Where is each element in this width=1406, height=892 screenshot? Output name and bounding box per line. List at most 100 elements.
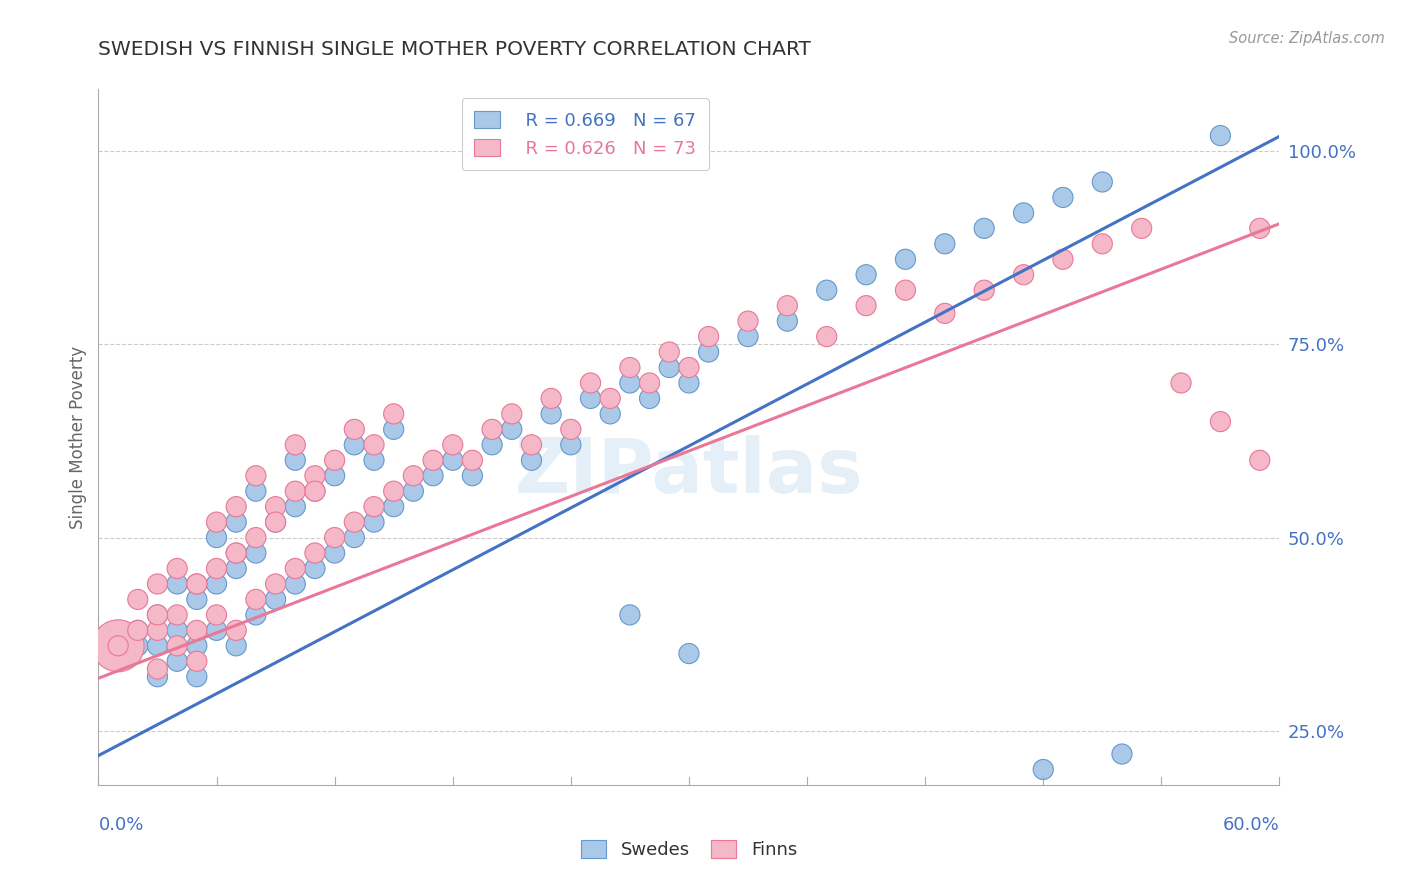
- Point: [1130, 221, 1153, 235]
- Point: [166, 577, 188, 591]
- Point: [264, 577, 287, 591]
- Point: [245, 592, 267, 607]
- Point: [186, 639, 208, 653]
- Point: [638, 392, 661, 406]
- Point: [520, 438, 543, 452]
- Point: [894, 283, 917, 297]
- Point: [205, 531, 228, 545]
- Point: [205, 607, 228, 622]
- Point: [678, 360, 700, 375]
- Point: [697, 329, 720, 343]
- Point: [225, 624, 247, 638]
- Point: [146, 624, 169, 638]
- Point: [481, 422, 503, 436]
- Point: [1091, 175, 1114, 189]
- Point: [245, 468, 267, 483]
- Point: [225, 515, 247, 529]
- Point: [304, 468, 326, 483]
- Point: [343, 531, 366, 545]
- Point: [284, 453, 307, 467]
- Point: [186, 654, 208, 668]
- Point: [323, 468, 346, 483]
- Point: [461, 453, 484, 467]
- Point: [166, 624, 188, 638]
- Point: [815, 329, 838, 343]
- Point: [146, 607, 169, 622]
- Point: [186, 577, 208, 591]
- Point: [343, 422, 366, 436]
- Point: [225, 561, 247, 575]
- Point: [264, 500, 287, 514]
- Point: [225, 546, 247, 560]
- Point: [560, 422, 582, 436]
- Point: [815, 283, 838, 297]
- Point: [323, 546, 346, 560]
- Point: [776, 299, 799, 313]
- Text: 0.0%: 0.0%: [98, 815, 143, 833]
- Point: [678, 376, 700, 390]
- Point: [323, 531, 346, 545]
- Point: [146, 607, 169, 622]
- Point: [855, 268, 877, 282]
- Point: [1249, 453, 1271, 467]
- Point: [501, 422, 523, 436]
- Point: [127, 624, 149, 638]
- Point: [382, 422, 405, 436]
- Point: [107, 639, 129, 653]
- Point: [520, 453, 543, 467]
- Point: [934, 236, 956, 251]
- Point: [737, 314, 759, 328]
- Point: [205, 624, 228, 638]
- Point: [1052, 252, 1074, 267]
- Point: [973, 221, 995, 235]
- Point: [284, 500, 307, 514]
- Text: ZIPatlas: ZIPatlas: [515, 435, 863, 508]
- Point: [225, 639, 247, 653]
- Point: [1012, 206, 1035, 220]
- Point: [619, 376, 641, 390]
- Point: [363, 500, 385, 514]
- Legend: Swedes, Finns: Swedes, Finns: [574, 833, 804, 866]
- Point: [855, 299, 877, 313]
- Point: [264, 515, 287, 529]
- Point: [304, 546, 326, 560]
- Point: [776, 314, 799, 328]
- Point: [1052, 190, 1074, 204]
- Point: [461, 468, 484, 483]
- Point: [186, 577, 208, 591]
- Point: [619, 607, 641, 622]
- Point: [737, 329, 759, 343]
- Point: [363, 453, 385, 467]
- Point: [540, 407, 562, 421]
- Point: [501, 407, 523, 421]
- Point: [934, 306, 956, 320]
- Point: [166, 607, 188, 622]
- Point: [284, 577, 307, 591]
- Point: [560, 438, 582, 452]
- Point: [619, 360, 641, 375]
- Point: [127, 639, 149, 653]
- Point: [205, 577, 228, 591]
- Point: [284, 484, 307, 499]
- Point: [245, 546, 267, 560]
- Point: [540, 392, 562, 406]
- Point: [382, 500, 405, 514]
- Point: [264, 515, 287, 529]
- Point: [481, 438, 503, 452]
- Point: [245, 607, 267, 622]
- Point: [678, 647, 700, 661]
- Point: [304, 484, 326, 499]
- Point: [107, 654, 129, 668]
- Point: [1209, 128, 1232, 143]
- Point: [264, 592, 287, 607]
- Point: [894, 252, 917, 267]
- Y-axis label: Single Mother Poverty: Single Mother Poverty: [69, 345, 87, 529]
- Point: [284, 561, 307, 575]
- Point: [382, 407, 405, 421]
- Point: [205, 515, 228, 529]
- Point: [1170, 376, 1192, 390]
- Point: [284, 438, 307, 452]
- Point: [166, 561, 188, 575]
- Point: [225, 546, 247, 560]
- Point: [658, 360, 681, 375]
